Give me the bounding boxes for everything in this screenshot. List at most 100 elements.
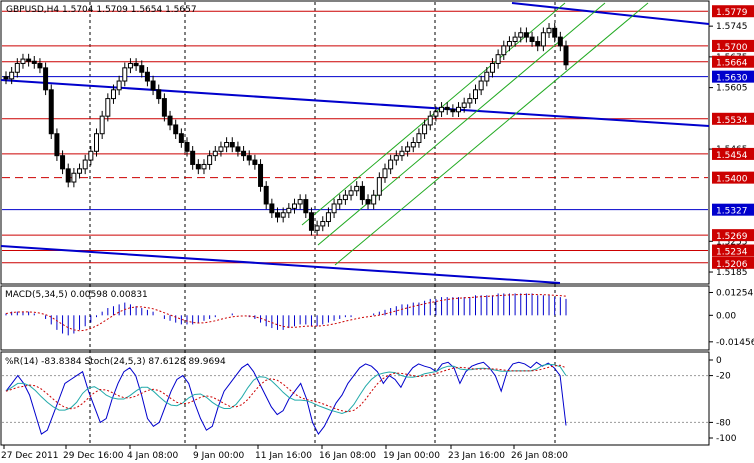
level-label-box (712, 112, 754, 125)
candle-body (320, 221, 326, 227)
candle-body (512, 36, 518, 43)
macd-axis: 0.01254 0.00 -0.01456 (709, 288, 754, 348)
candle-body (252, 159, 258, 165)
main-pane[interactable] (0, 0, 710, 285)
candle-body (65, 168, 71, 183)
level-label-box (712, 229, 754, 242)
candle-body (297, 199, 303, 205)
candle-body (286, 207, 292, 214)
candle-body (467, 98, 473, 104)
price-tick-label: 1.5605 (716, 84, 748, 94)
candle-body (54, 133, 60, 157)
candle-body (422, 124, 428, 135)
candle-body (405, 146, 411, 152)
candle-body (139, 65, 145, 73)
candle-body (224, 142, 230, 148)
candle-body (410, 142, 416, 148)
candle-body (201, 163, 207, 170)
candle-body (43, 67, 49, 91)
macd-signal-line (5, 293, 567, 332)
candle-body (190, 150, 196, 165)
candle-body (116, 80, 122, 91)
level-label-box (712, 203, 754, 216)
time-tick-label: 26 Jan 08:00 (511, 451, 568, 461)
stoch-tick-label: -100 (716, 434, 737, 444)
candle-body (393, 155, 399, 161)
day-separators (89, 2, 556, 445)
candle-body (523, 32, 529, 38)
candle-body (506, 41, 512, 47)
time-tick-label: 27 Dec 2011 (1, 451, 59, 461)
candle-body (218, 146, 224, 152)
time-tick-label: 19 Jan 00:00 (383, 451, 440, 461)
macd-tick-label: 0.01254 (716, 288, 753, 298)
candle-body (337, 199, 343, 205)
macd-histogram (5, 293, 567, 336)
candle-body (9, 71, 15, 80)
level-labels: 1.5779 1.5700 1.5664 1.5630 1.5534 1.5454 1.54… (712, 5, 754, 270)
level-label-box (712, 55, 754, 68)
level-label: 1.5534 (716, 116, 748, 126)
candle-body (150, 80, 156, 91)
chart-title: GBPUSD,H4 1.5704 1.5709 1.5654 1.5657 (6, 5, 197, 15)
candle-body (382, 168, 388, 179)
time-tick-label: 4 Jan 08:00 (127, 451, 179, 461)
candle-body (184, 142, 190, 152)
candle-body (26, 58, 32, 62)
candle-body (359, 185, 365, 201)
candle-body (263, 185, 269, 205)
level-label: 1.5327 (716, 207, 748, 217)
time-axis: 27 Dec 2011 29 Dec 16:00 4 Jan 08:00 9 Jan … (1, 445, 568, 461)
candle-body (37, 62, 43, 69)
candle-body (489, 62, 495, 73)
candle-body (331, 203, 337, 214)
candle-body (439, 106, 445, 113)
candle-body (365, 199, 371, 205)
level-label: 1.5664 (716, 59, 748, 69)
macd-title: MACD(5,34,5) 0.00598 0.00831 (5, 290, 148, 300)
level-label-box (712, 5, 754, 18)
candle-body (77, 168, 83, 174)
level-label: 1.5400 (716, 175, 748, 185)
candle-body (269, 203, 275, 214)
candle-body (82, 159, 88, 170)
candle-body (291, 203, 297, 209)
candle-body (376, 177, 382, 196)
time-tick-label: 9 Jan 00:00 (193, 451, 245, 461)
candle-body (156, 89, 162, 100)
time-tick-label: 11 Jan 16:00 (255, 451, 312, 461)
candle-body (235, 146, 241, 152)
macd-pane[interactable] (0, 285, 710, 351)
williams-r-line (5, 361, 567, 436)
price-tick-label: 1.5745 (716, 22, 748, 32)
candle-body (501, 45, 507, 56)
time-tick-label: 23 Jan 16:00 (448, 451, 505, 461)
candle-body (478, 80, 484, 91)
candle-body (342, 194, 348, 201)
candlestick-series (3, 23, 569, 236)
candle-body (456, 106, 462, 113)
candle-body (303, 199, 309, 214)
level-label-box (712, 171, 754, 184)
candle-body (133, 62, 139, 67)
level-label: 1.5234 (716, 248, 748, 258)
candle-body (529, 36, 535, 43)
candle-body (94, 133, 100, 152)
candle-body (557, 36, 563, 47)
stoch-tick-label: -80 (716, 418, 731, 428)
candle-body (88, 150, 94, 161)
candle-body (99, 115, 105, 135)
candle-body (229, 142, 235, 148)
macd-tick-label: -0.01456 (716, 338, 754, 348)
candle-body (122, 67, 128, 82)
stochastic-axis: 0 -20 -80 -100 (709, 356, 737, 444)
level-label: 1.5779 (716, 8, 748, 18)
candle-body (540, 32, 546, 47)
stoch-tick-label: -20 (716, 372, 731, 382)
candle-body (552, 27, 558, 38)
candle-body (173, 124, 179, 135)
price-tick-label: 1.5185 (716, 268, 748, 278)
level-label-box (712, 256, 754, 269)
candle-body (167, 115, 173, 126)
